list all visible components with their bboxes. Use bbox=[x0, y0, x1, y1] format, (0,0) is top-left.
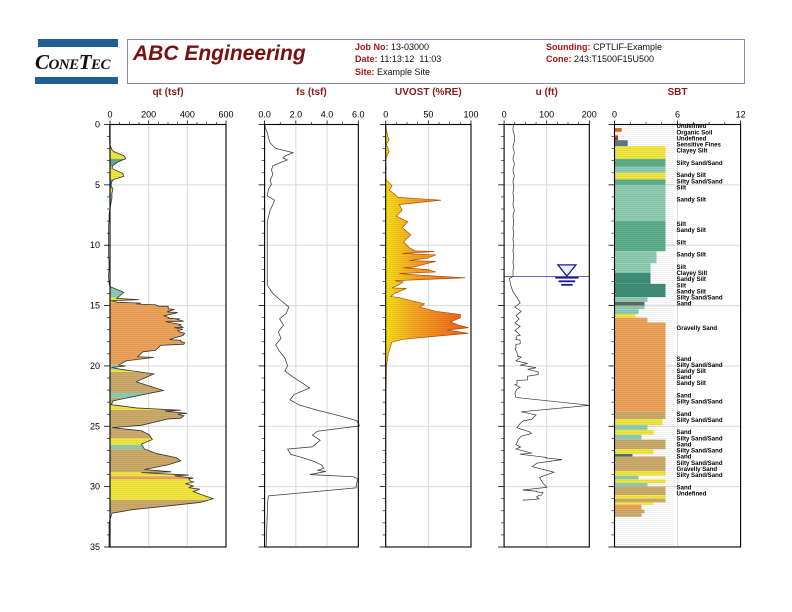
svg-text:6.0: 6.0 bbox=[352, 110, 365, 120]
svg-text:50: 50 bbox=[423, 110, 433, 120]
svg-text:6: 6 bbox=[675, 110, 680, 120]
svg-text:Silty Sand/Sand: Silty Sand/Sand bbox=[677, 472, 723, 479]
svg-text:Silty Sand/Sand: Silty Sand/Sand bbox=[677, 399, 723, 406]
svg-text:600: 600 bbox=[218, 110, 233, 120]
svg-text:200: 200 bbox=[141, 110, 156, 120]
svg-text:Silt: Silt bbox=[677, 184, 686, 191]
svg-text:Sandy Silt: Sandy Silt bbox=[677, 197, 706, 204]
svg-text:Silt: Silt bbox=[677, 239, 686, 246]
svg-text:Gravelly Sand: Gravelly Sand bbox=[677, 325, 718, 332]
svg-text:200: 200 bbox=[582, 110, 597, 120]
svg-text:0.0: 0.0 bbox=[258, 110, 271, 120]
svg-text:15: 15 bbox=[90, 301, 100, 311]
svg-text:Silty Sand/Sand: Silty Sand/Sand bbox=[677, 160, 723, 167]
svg-text:2.0: 2.0 bbox=[290, 110, 303, 120]
svg-text:0: 0 bbox=[612, 110, 617, 120]
svg-text:0: 0 bbox=[383, 110, 388, 120]
svg-text:12: 12 bbox=[736, 110, 746, 120]
svg-text:100: 100 bbox=[539, 110, 554, 120]
svg-text:25: 25 bbox=[90, 421, 100, 431]
svg-text:10: 10 bbox=[90, 240, 100, 250]
svg-text:100: 100 bbox=[463, 110, 478, 120]
svg-text:Silty Sand/Sand: Silty Sand/Sand bbox=[677, 417, 723, 424]
svg-text:Clayey Silt: Clayey Silt bbox=[677, 148, 708, 155]
svg-text:Undefined: Undefined bbox=[677, 490, 707, 497]
svg-text:400: 400 bbox=[180, 110, 195, 120]
svg-text:4.0: 4.0 bbox=[321, 110, 334, 120]
svg-text:Sandy Silt: Sandy Silt bbox=[677, 380, 706, 387]
svg-text:30: 30 bbox=[90, 482, 100, 492]
svg-text:Sandy Silt: Sandy Silt bbox=[677, 227, 706, 234]
svg-text:0: 0 bbox=[107, 110, 112, 120]
svg-text:Sandy Silt: Sandy Silt bbox=[677, 252, 706, 259]
svg-text:Sand: Sand bbox=[677, 301, 692, 308]
svg-text:5: 5 bbox=[95, 180, 100, 190]
svg-text:0: 0 bbox=[502, 110, 507, 120]
svg-text:20: 20 bbox=[90, 361, 100, 371]
svg-text:0: 0 bbox=[95, 120, 100, 130]
svg-text:35: 35 bbox=[90, 542, 100, 552]
